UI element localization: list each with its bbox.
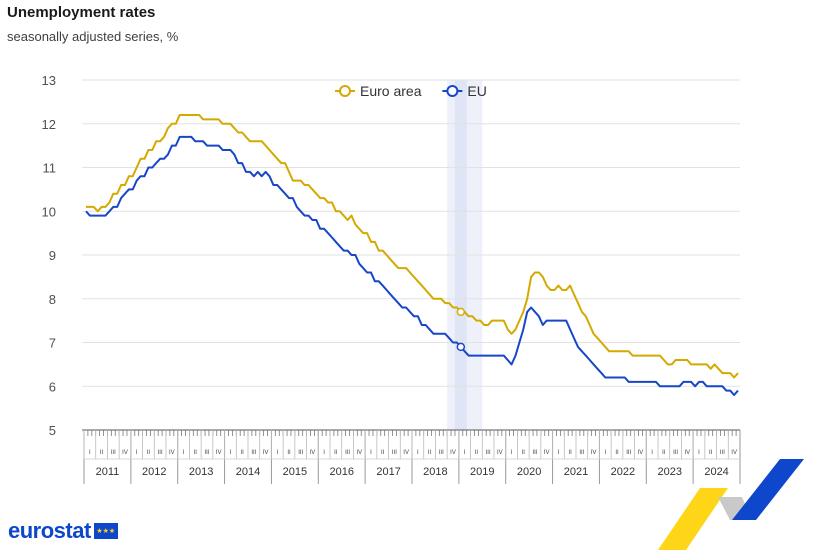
eurostat-wordmark: eurostat [8,518,91,543]
year-label: 2012 [142,466,166,478]
quarter-label: III [111,450,116,456]
quarter-label: II [147,450,151,456]
legend-marker-eu [446,85,459,97]
quarter-label: IV [591,450,597,456]
quarter-label: III [579,450,584,456]
quarter-label: II [662,450,666,456]
quarter-label: IV [356,450,362,456]
y-tick-label: 8 [49,292,56,307]
year-label: 2015 [283,466,307,478]
highlight-point-eu [456,342,466,352]
quarter-label: I [89,450,91,456]
quarter-label: II [615,450,619,456]
quarter-label: II [428,450,432,456]
quarter-label: I [604,450,606,456]
quarter-label: I [511,450,513,456]
y-tick-label: 5 [49,423,56,438]
year-label: 2021 [564,466,588,478]
quarter-label: III [720,450,725,456]
year-label: 2024 [704,466,728,478]
y-tick-label: 10 [42,204,56,219]
y-tick-label: 6 [49,379,56,394]
quarter-label: II [709,450,713,456]
quarter-label: II [100,450,104,456]
quarter-label: II [522,450,526,456]
quarter-label: I [417,450,419,456]
y-tick-label: 11 [43,161,57,176]
quarter-label: II [475,450,479,456]
quarter-label: I [323,450,325,456]
year-label: 2017 [376,466,400,478]
legend-label-euro-area: Euro area [360,83,422,99]
eu-flag-icon: ★★★ [93,523,118,539]
quarter-label: II [240,450,244,456]
quarter-label: IV [450,450,456,456]
year-label: 2023 [657,466,681,478]
quarter-label: III [158,450,163,456]
quarter-label: III [439,450,444,456]
year-label: 2014 [236,466,260,478]
quarter-label: IV [684,450,690,456]
eurostat-logo: eurostat ★★★ [8,517,118,545]
series-line-euro-area [86,114,739,379]
y-tick-label: 9 [49,248,56,263]
year-label: 2022 [611,466,635,478]
quarter-label: I [230,450,232,456]
quarter-label: I [370,450,372,456]
quarter-label: IV [169,450,175,456]
year-label: 2011 [96,466,120,478]
y-tick-label: 13 [42,73,56,88]
quarter-label: I [558,450,560,456]
quarter-label: III [532,450,537,456]
quarter-label: II [334,450,338,456]
y-tick-label: 7 [49,336,56,351]
year-label: 2020 [517,466,541,478]
quarter-label: IV [403,450,409,456]
quarter-label: IV [497,450,503,456]
series-line-eu [85,135,739,396]
quarter-label: III [204,450,209,456]
quarter-label: I [183,450,185,456]
quarter-label: II [568,450,572,456]
quarter-label: IV [310,450,316,456]
quarter-label: III [626,450,631,456]
quarter-label: I [698,450,700,456]
quarter-label: I [136,450,138,456]
legend-marker-euro-area [339,85,351,97]
quarter-label: II [194,450,198,456]
quarter-label: I [464,450,466,456]
y-tick-label: 12 [42,117,56,132]
legend-label-eu: EU [467,83,486,99]
year-label: 2018 [423,466,447,478]
quarter-label: I [651,450,653,456]
quarter-label: III [673,450,678,456]
quarter-label: IV [638,450,644,456]
highlight-point-euro-area [456,307,466,317]
quarter-label: III [486,450,491,456]
quarter-label: III [392,450,397,456]
quarter-label: IV [263,450,269,456]
year-label: 2013 [189,466,213,478]
quarter-label: IV [544,450,550,456]
quarter-label: II [287,450,291,456]
brand-stripe-blue [732,459,804,520]
year-label: 2016 [329,466,353,478]
brand-stripe-yellow [658,488,728,550]
quarter-label: I [276,450,278,456]
chart-subtitle: seasonally adjusted series, % [7,29,179,44]
year-label: 2019 [470,466,494,478]
quarter-label: IV [731,450,737,456]
quarter-label: IV [122,450,128,456]
quarter-label: III [345,450,350,456]
quarter-label: II [381,450,385,456]
chart-title: Unemployment rates [7,4,156,21]
quarter-label: III [298,450,303,456]
quarter-label: IV [216,450,222,456]
quarter-label: III [251,450,256,456]
